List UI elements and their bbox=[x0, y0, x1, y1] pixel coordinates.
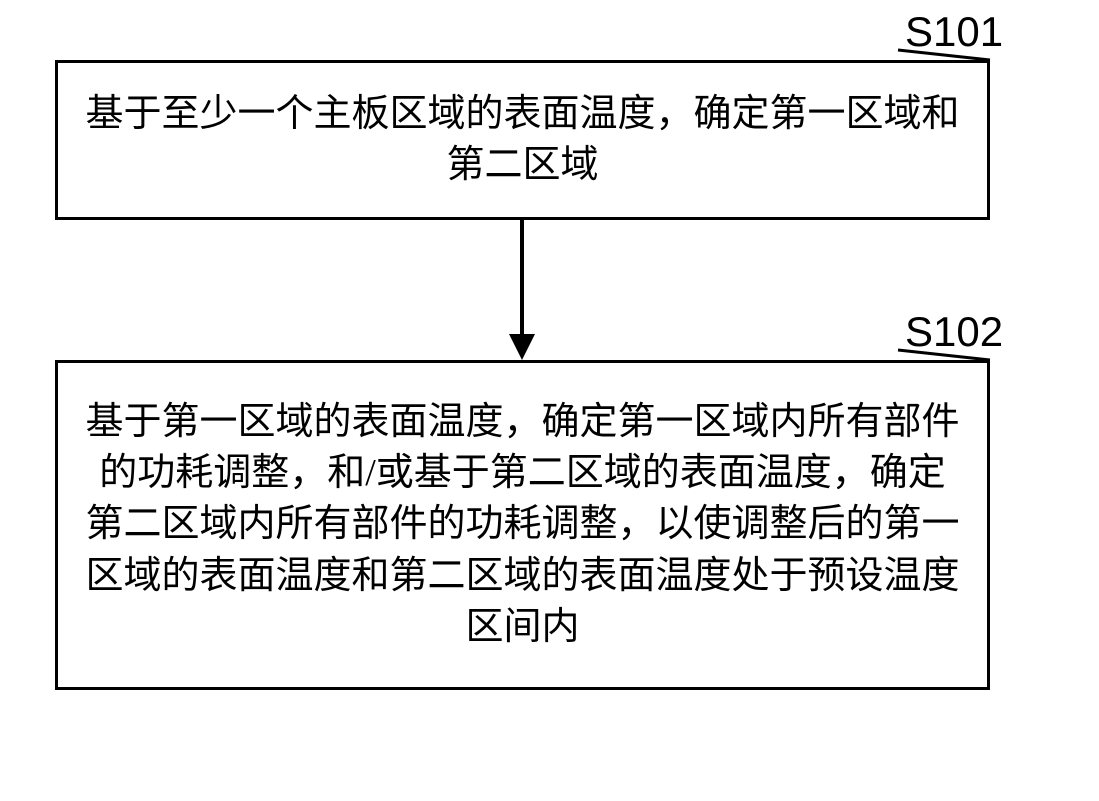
step-box-s101: 基于至少一个主板区域的表面温度，确定第一区域和第二区域 bbox=[55, 60, 990, 220]
step-label-s101: S101 bbox=[905, 8, 1003, 56]
arrow-shaft bbox=[520, 220, 524, 336]
step-text-s101: 基于至少一个主板区域的表面温度，确定第一区域和第二区域 bbox=[82, 89, 963, 192]
flowchart-canvas: S101 基于至少一个主板区域的表面温度，确定第一区域和第二区域 S102 基于… bbox=[0, 0, 1099, 801]
step-label-s102: S102 bbox=[905, 308, 1003, 356]
step-box-s102: 基于第一区域的表面温度，确定第一区域内所有部件的功耗调整，和/或基于第二区域的表… bbox=[55, 360, 990, 690]
arrow-head-icon bbox=[509, 334, 535, 360]
step-text-s102: 基于第一区域的表面温度，确定第一区域内所有部件的功耗调整，和/或基于第二区域的表… bbox=[82, 397, 963, 653]
